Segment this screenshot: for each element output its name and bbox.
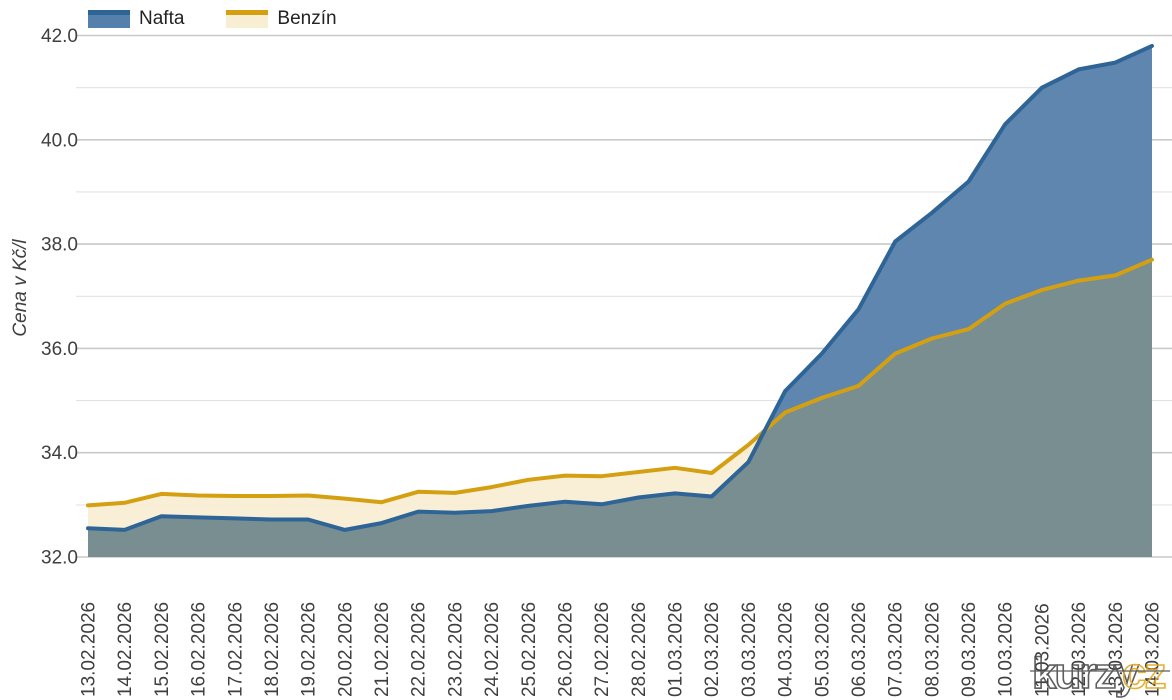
nafta-area bbox=[88, 45, 1152, 530]
legend-item-benzin[interactable]: Benzín bbox=[226, 8, 337, 30]
x-tick-label: 13.02.2026 bbox=[79, 602, 100, 697]
x-tick-label: 22.02.2026 bbox=[409, 602, 430, 697]
x-tick-label: 16.02.2026 bbox=[189, 602, 210, 697]
x-tick-label: 03.03.2026 bbox=[739, 602, 760, 697]
x-tick-label: 24.02.2026 bbox=[482, 602, 503, 697]
x-tick-label: 06.03.2026 bbox=[849, 602, 870, 697]
legend-item-nafta[interactable]: Nafta bbox=[88, 8, 184, 30]
x-tick-label: 15.02.2026 bbox=[152, 602, 173, 697]
watermark-cz-text: cz bbox=[1122, 649, 1165, 698]
x-tick-label: 08.03.2026 bbox=[922, 602, 943, 697]
y-tick-label: 32.0 bbox=[41, 548, 78, 569]
x-tick-label: 04.03.2026 bbox=[776, 602, 797, 697]
x-tick-label: 13.03.2026 bbox=[1106, 602, 1127, 697]
x-tick-label: 05.03.2026 bbox=[812, 602, 833, 697]
x-tick-label: 09.03.2026 bbox=[959, 602, 980, 697]
x-tick-label: 01.03.2026 bbox=[666, 602, 687, 697]
x-axis-tick-labels: 13.02.2026 14.02.2026 15.02.2026 16.02.2026… bbox=[79, 602, 1164, 697]
x-tick-label: 26.02.2026 bbox=[556, 602, 577, 697]
x-tick-label: 12.03.2026 bbox=[1069, 602, 1090, 697]
x-tick-label: 07.03.2026 bbox=[886, 602, 907, 697]
x-tick-label: 25.02.2026 bbox=[519, 602, 540, 697]
x-tick-label: 23.02.2026 bbox=[445, 602, 466, 697]
overlap-area bbox=[88, 259, 1152, 557]
y-tick-label: 36.0 bbox=[41, 339, 78, 360]
y-tick-label: 38.0 bbox=[41, 235, 78, 256]
x-tick-label: 18.02.2026 bbox=[262, 602, 283, 697]
x-tick-label: 10.03.2026 bbox=[996, 602, 1017, 697]
benzin-line bbox=[86, 257, 1154, 508]
x-tick-label: 17.02.2026 bbox=[225, 602, 246, 697]
legend-swatch-benzin bbox=[226, 10, 269, 28]
x-tick-label: 28.02.2026 bbox=[629, 602, 650, 697]
y-tick-label: 34.0 bbox=[41, 443, 78, 464]
x-tick-label: 14.03.2026 bbox=[1143, 602, 1164, 697]
legend-label-benzin: Benzín bbox=[277, 8, 337, 29]
legend-label-nafta: Nafta bbox=[139, 8, 185, 29]
x-tick-label: 20.02.2026 bbox=[335, 602, 356, 697]
x-tick-label: 11.03.2026 bbox=[1032, 603, 1053, 697]
x-tick-label: 27.02.2026 bbox=[592, 602, 613, 697]
x-tick-label: 21.02.2026 bbox=[372, 602, 393, 697]
x-tick-label: 19.02.2026 bbox=[299, 602, 320, 697]
y-tick-label: 42.0 bbox=[41, 26, 78, 47]
y-axis-title: Cena v Kč/l bbox=[10, 239, 31, 337]
x-tick-label: 02.03.2026 bbox=[702, 602, 723, 697]
y-axis-tick-labels: 42.0 40.0 38.0 36.0 34.0 32.0 bbox=[41, 26, 78, 569]
nafta-line bbox=[86, 43, 1154, 532]
legend-swatch-nafta bbox=[88, 10, 130, 28]
x-tick-label: 14.02.2026 bbox=[115, 602, 136, 697]
legend: Nafta Benzín bbox=[88, 8, 337, 30]
y-tick-label: 40.0 bbox=[41, 130, 78, 151]
watermark-kurzy-text: kurzy bbox=[1032, 649, 1139, 698]
